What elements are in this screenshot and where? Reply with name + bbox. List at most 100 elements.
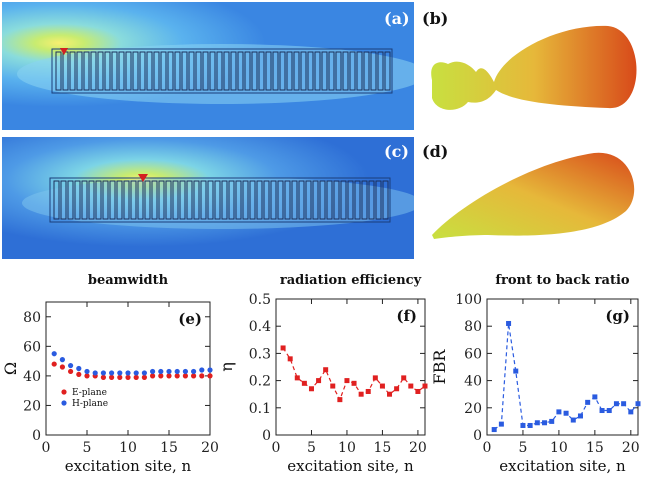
wire-element [123, 180, 130, 220]
data-point [556, 409, 562, 415]
y-tick-label: 60 [23, 339, 41, 355]
wire-element [265, 51, 272, 91]
wire-element [172, 180, 179, 220]
wire-element [354, 180, 361, 220]
data-point [158, 368, 164, 375]
wire-element [216, 51, 223, 91]
data-point [166, 373, 172, 379]
data-point [100, 374, 106, 380]
wire-element [333, 180, 340, 220]
x-tick-label: 10 [550, 440, 568, 456]
wire-element [193, 180, 200, 220]
field-map-a: (a) [2, 2, 414, 130]
data-point [351, 380, 357, 386]
wire-element [223, 51, 230, 91]
y-tick-label: 20 [23, 398, 41, 414]
data-point [150, 373, 156, 379]
x-tick-label: 0 [483, 440, 492, 456]
wire-element [335, 51, 342, 91]
data-point [491, 427, 497, 433]
radiation-pattern-d-svg: (d) [422, 142, 635, 239]
wire-element [104, 51, 111, 91]
wire-element [202, 51, 209, 91]
data-point [621, 401, 627, 407]
wire-element [312, 180, 319, 220]
wire-element [235, 180, 242, 220]
data-point [199, 367, 205, 373]
y-tick-label: 80 [464, 319, 482, 335]
data-point [498, 421, 504, 427]
data-point [365, 388, 371, 394]
data-point [520, 422, 526, 428]
wire-element [95, 180, 102, 220]
chart-title: beamwidth [88, 273, 169, 288]
y-tick-label: 100 [455, 292, 482, 308]
main-lobe-b [431, 25, 637, 110]
data-point [166, 368, 172, 375]
data-point [330, 383, 336, 389]
wire-element [151, 180, 158, 220]
x-axis-label: excitation site, n [287, 457, 414, 475]
data-point [141, 370, 147, 376]
data-point [563, 410, 569, 416]
data-point [76, 371, 82, 378]
field-map-a-svg: (a) [2, 2, 414, 130]
wire-element [382, 180, 389, 220]
y-tick-label: 0 [32, 428, 41, 444]
data-point [174, 368, 180, 375]
wire-element [298, 180, 305, 220]
wire-array-outline [51, 48, 393, 94]
wire-element [284, 180, 291, 220]
data-point [174, 373, 180, 379]
data-point [158, 373, 164, 379]
data-point [76, 365, 82, 372]
data-point [117, 370, 123, 376]
y-tick-label: 0.1 [249, 401, 271, 417]
data-point [599, 408, 605, 414]
y-tick-label: 0 [473, 428, 482, 444]
chart-title: front to back ratio [495, 273, 629, 288]
radiation-pattern-d: (d) [418, 137, 643, 259]
data-point [534, 420, 540, 426]
wire-element [69, 51, 76, 91]
wire-element [118, 51, 125, 91]
wire-element [221, 180, 228, 220]
wire-element [326, 180, 333, 220]
wire-element [186, 180, 193, 220]
wire-element [363, 51, 370, 91]
panel-label: (g) [605, 307, 630, 325]
wire-element [361, 180, 368, 220]
y-axis-label: η [218, 362, 236, 372]
wire-element [328, 51, 335, 91]
data-point [606, 408, 612, 414]
data-point [628, 409, 634, 415]
data-point [199, 373, 205, 379]
wire-element [249, 180, 256, 220]
x-tick-label: 15 [374, 440, 392, 456]
data-point [59, 357, 65, 363]
data-point [337, 397, 343, 403]
radiation-pattern-b: (b) [418, 2, 643, 130]
wire-element [237, 51, 244, 91]
data-point [84, 368, 90, 375]
wire-element [53, 180, 60, 220]
wire-element [286, 51, 293, 91]
series-line [282, 347, 426, 402]
wire-element [111, 51, 118, 91]
data-point [415, 388, 421, 394]
y-tick-label: 80 [23, 310, 41, 326]
x-axis-label: excitation site, n [499, 457, 626, 475]
data-point [301, 380, 307, 386]
x-tick-label: 10 [119, 440, 137, 456]
data-point [84, 373, 90, 379]
wire-element [300, 51, 307, 91]
data-point [207, 373, 213, 379]
wire-element [305, 180, 312, 220]
wire-element [160, 51, 167, 91]
wire-element [165, 180, 172, 220]
data-point [100, 370, 106, 376]
panel-label-a: (a) [384, 9, 410, 28]
data-point [280, 345, 286, 351]
wire-element [214, 180, 221, 220]
wire-array-c [49, 177, 391, 223]
